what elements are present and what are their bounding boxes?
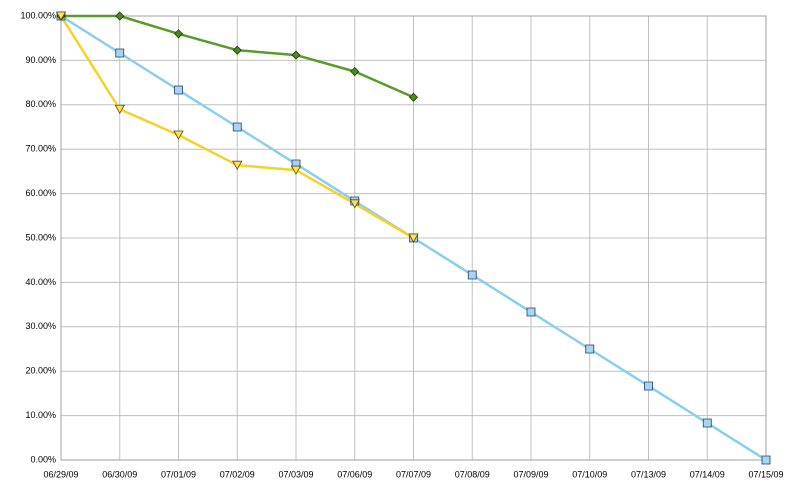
x-tick-label: 07/06/09 — [337, 469, 372, 479]
x-tick-label: 07/14/09 — [690, 469, 725, 479]
x-tick-label: 07/08/09 — [455, 469, 490, 479]
x-tick-label: 07/09/09 — [513, 469, 548, 479]
marker — [702, 418, 712, 428]
marker — [291, 50, 301, 60]
marker — [232, 45, 242, 55]
x-tick-label: 07/15/09 — [748, 469, 783, 479]
marker — [232, 160, 243, 170]
x-tick-label: 07/13/09 — [631, 469, 666, 479]
x-tick-label: 07/02/09 — [220, 469, 255, 479]
marker — [644, 381, 653, 391]
marker — [115, 48, 125, 58]
x-tick-label: 07/07/09 — [396, 469, 431, 479]
marker — [232, 122, 242, 132]
marker — [526, 307, 536, 317]
y-tick-label: 0.00% — [30, 454, 56, 464]
y-tick-label: 50.00% — [25, 232, 56, 242]
y-tick-label: 80.00% — [25, 99, 56, 109]
marker — [290, 165, 302, 175]
y-tick-label: 40.00% — [25, 277, 56, 287]
marker — [408, 233, 419, 243]
marker — [467, 270, 477, 280]
y-tick-label: 10.00% — [25, 410, 56, 420]
marker — [761, 455, 771, 465]
y-tick-label: 90.00% — [25, 55, 56, 65]
x-tick-label: 07/03/09 — [278, 469, 313, 479]
x-tick-label: 06/29/09 — [43, 469, 78, 479]
y-tick-label: 100.00% — [20, 10, 56, 20]
y-tick-label: 70.00% — [25, 144, 56, 154]
marker — [349, 199, 360, 209]
marker — [115, 11, 125, 21]
marker — [174, 85, 183, 95]
plot-frame — [60, 15, 767, 461]
marker — [114, 104, 125, 115]
marker — [173, 29, 184, 39]
y-tick-label: 60.00% — [25, 188, 56, 198]
y-tick-label: 20.00% — [25, 366, 56, 376]
y-tick-label: 30.00% — [25, 321, 56, 331]
marker — [55, 11, 67, 21]
marker — [585, 344, 595, 354]
x-tick-label: 06/30/09 — [102, 469, 137, 479]
marker — [350, 66, 360, 77]
x-tick-label: 07/10/09 — [572, 469, 607, 479]
marker — [408, 92, 419, 102]
marker — [173, 130, 184, 140]
x-tick-label: 07/01/09 — [161, 469, 196, 479]
